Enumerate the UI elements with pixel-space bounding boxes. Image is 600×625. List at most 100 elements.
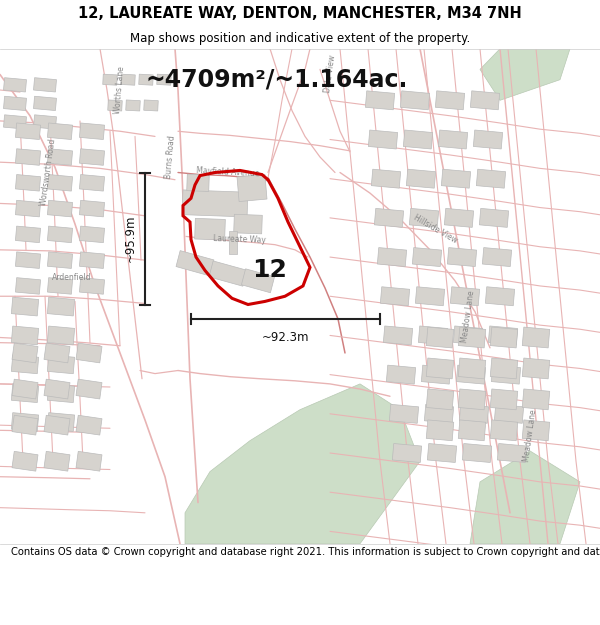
Text: ~4709m²/~1.164ac.: ~4709m²/~1.164ac. [145,68,407,92]
Polygon shape [470,91,500,110]
Polygon shape [11,412,38,431]
Polygon shape [4,78,26,92]
Polygon shape [16,149,41,165]
Polygon shape [476,169,506,188]
Polygon shape [522,420,550,441]
Polygon shape [365,91,395,110]
Polygon shape [16,174,41,191]
Polygon shape [47,252,73,268]
Text: ~92.3m: ~92.3m [262,331,309,344]
Polygon shape [439,130,467,149]
Polygon shape [409,208,439,227]
Polygon shape [400,91,430,110]
Polygon shape [16,226,41,242]
Polygon shape [12,379,38,399]
Polygon shape [16,278,41,294]
Polygon shape [4,96,26,111]
Polygon shape [442,169,470,188]
Polygon shape [44,343,70,363]
Polygon shape [371,169,401,188]
Polygon shape [12,343,38,363]
Polygon shape [427,444,457,462]
Polygon shape [76,379,102,399]
Polygon shape [485,287,515,306]
Polygon shape [463,444,491,462]
Text: Dale View: Dale View [323,54,337,93]
Text: Hillside View: Hillside View [412,213,458,246]
Polygon shape [451,287,479,306]
Polygon shape [386,365,416,384]
Polygon shape [426,358,454,379]
Polygon shape [12,451,38,471]
Text: Map shows position and indicative extent of the property.: Map shows position and indicative extent… [130,31,470,44]
Polygon shape [157,74,171,85]
Text: Wordsworth Road: Wordsworth Road [39,139,57,206]
Polygon shape [144,100,158,111]
Text: Contains OS data © Crown copyright and database right 2021. This information is : Contains OS data © Crown copyright and d… [11,547,600,557]
Polygon shape [47,412,74,431]
Polygon shape [490,389,518,410]
Text: Burns Road: Burns Road [164,135,176,179]
Polygon shape [458,389,486,410]
Polygon shape [16,201,41,217]
Polygon shape [458,327,486,348]
Text: 12, LAUREATE WAY, DENTON, MANCHESTER, M34 7NH: 12, LAUREATE WAY, DENTON, MANCHESTER, M3… [78,6,522,21]
Polygon shape [34,78,56,92]
Polygon shape [34,115,56,129]
Polygon shape [194,218,226,240]
Polygon shape [47,326,74,345]
Polygon shape [121,74,135,85]
Polygon shape [470,451,580,544]
Text: Meadow Lane: Meadow Lane [522,409,538,462]
Polygon shape [522,327,550,348]
Polygon shape [185,384,420,544]
Polygon shape [79,149,104,165]
Polygon shape [237,174,267,201]
Polygon shape [79,278,104,294]
Polygon shape [415,287,445,306]
Polygon shape [76,343,102,363]
Polygon shape [79,201,104,217]
Polygon shape [454,326,482,345]
Polygon shape [460,404,488,423]
Polygon shape [47,355,74,374]
Polygon shape [383,326,413,345]
Polygon shape [426,420,454,441]
Polygon shape [368,130,398,149]
Polygon shape [47,149,73,165]
Polygon shape [403,130,433,149]
Polygon shape [448,248,476,266]
Polygon shape [482,248,512,266]
Polygon shape [47,278,73,294]
Polygon shape [497,444,527,462]
Polygon shape [490,358,518,379]
Polygon shape [436,91,464,110]
Polygon shape [79,174,104,191]
Polygon shape [233,214,262,234]
Polygon shape [522,389,550,410]
Polygon shape [44,415,70,435]
Polygon shape [473,130,503,149]
Polygon shape [44,451,70,471]
Polygon shape [491,365,521,384]
Polygon shape [47,174,73,191]
Polygon shape [76,415,102,435]
Polygon shape [392,444,422,462]
Polygon shape [209,261,247,286]
Polygon shape [457,365,485,384]
Polygon shape [12,415,38,435]
Polygon shape [11,326,38,345]
Polygon shape [479,208,509,227]
Polygon shape [389,404,419,423]
Polygon shape [406,169,436,188]
Polygon shape [11,355,38,374]
Polygon shape [182,190,248,217]
Polygon shape [424,404,454,423]
Polygon shape [480,49,570,100]
Polygon shape [16,123,41,139]
Polygon shape [79,252,104,268]
Text: ~95.9m: ~95.9m [124,215,137,262]
Polygon shape [4,115,26,129]
Polygon shape [490,420,518,441]
Polygon shape [47,384,74,402]
